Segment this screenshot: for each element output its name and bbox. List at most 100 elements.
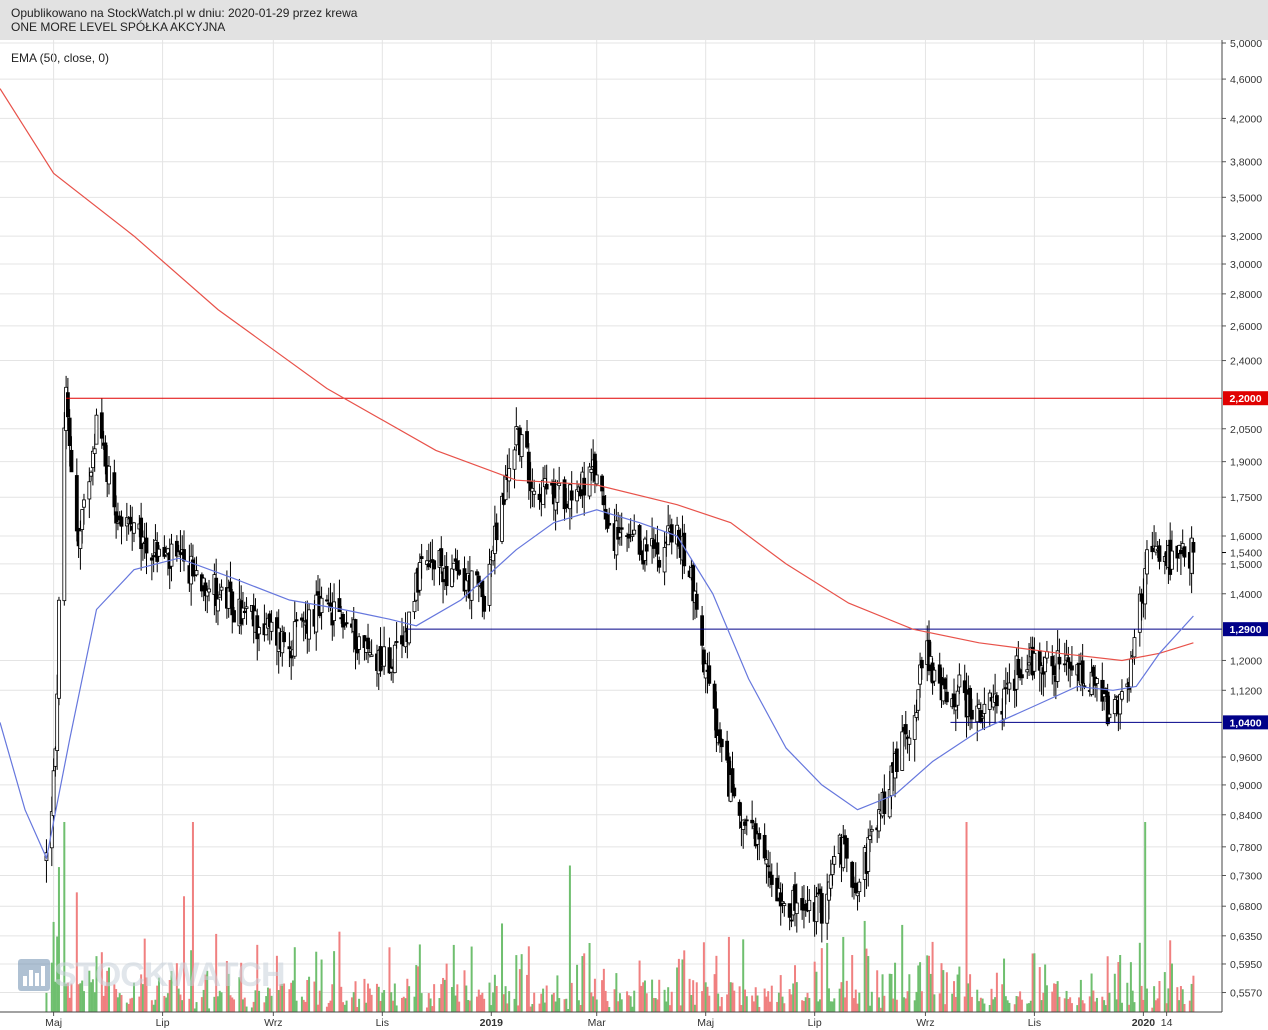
volume-bar [258, 990, 261, 1012]
volume-bar [350, 997, 353, 1012]
volume-bar [665, 1001, 668, 1012]
volume-bar [790, 994, 793, 1012]
volume-bar [844, 997, 847, 1012]
level-badge-label: 2,2000 [1229, 393, 1261, 405]
volume-bar [1094, 1001, 1097, 1012]
volume-bar [1113, 973, 1116, 1012]
volume-bar [88, 970, 91, 1012]
volume-bar [245, 1006, 248, 1012]
volume-bar [776, 1001, 779, 1012]
volume-bar [1151, 1007, 1154, 1012]
volume-bar [770, 985, 773, 1012]
volume-bar [743, 989, 746, 1012]
candle-body [357, 636, 361, 650]
volume-bar [715, 955, 718, 1012]
candle-body [487, 563, 492, 606]
volume-bar [892, 998, 895, 1012]
y-tick-label: 1,4000 [1230, 589, 1262, 601]
volume-bar [429, 998, 432, 1012]
volume-bar [827, 988, 830, 1012]
candle-body [743, 821, 747, 826]
candle-body [818, 888, 822, 894]
chart-header [0, 0, 1268, 40]
volume-bar [765, 996, 768, 1012]
level-badge [1223, 715, 1268, 730]
x-tick-label: Lis [376, 1017, 389, 1029]
volume-bars [45, 822, 1195, 1012]
candle-body [450, 568, 454, 587]
candle-body [582, 477, 587, 496]
y-tick-label: 2,4000 [1230, 356, 1262, 368]
volume-bar [318, 990, 321, 1012]
volume-bar [888, 973, 891, 1012]
y-tick-label: 0,8400 [1230, 810, 1262, 822]
volume-bar [263, 1002, 266, 1012]
volume-bar [652, 997, 655, 1012]
volume-bar [365, 1002, 368, 1012]
volume-bar [265, 996, 268, 1012]
volume-bar [933, 994, 936, 1012]
candle-body [757, 833, 762, 840]
candle-body [292, 621, 297, 657]
volume-bar [215, 933, 218, 1012]
volume-bar [358, 998, 361, 1012]
volume-bar [138, 996, 141, 1012]
volume-bar [558, 998, 561, 1012]
candle-body [480, 580, 485, 598]
candle-body [244, 606, 249, 609]
candle-body [132, 522, 136, 534]
candle-body [382, 646, 387, 667]
volume-bar [615, 973, 618, 1012]
candle-body [853, 882, 858, 894]
candle-body [1157, 545, 1162, 562]
candle-body [737, 801, 742, 816]
volume-bar [238, 977, 241, 1012]
candle-body [1045, 651, 1049, 659]
volume-bar [695, 982, 698, 1012]
volume-bar [752, 1001, 755, 1012]
volume-bar [988, 1005, 991, 1012]
candle-body [769, 874, 774, 885]
candle-body [1002, 688, 1006, 720]
ema-lines [0, 88, 1194, 861]
x-tick-label: 2019 [480, 1017, 504, 1029]
volume-bar [268, 988, 271, 1012]
volume-bar [983, 1003, 986, 1012]
volume-bar [195, 1002, 198, 1012]
candle-body [1055, 650, 1060, 682]
candle-body [1107, 713, 1112, 719]
candle-body [439, 548, 444, 567]
candle-body [1128, 658, 1133, 688]
volume-bar [806, 992, 809, 1012]
candle-body [69, 449, 74, 473]
volume-bar [992, 999, 995, 1012]
volume-bar [438, 998, 441, 1012]
volume-bar [515, 955, 518, 1012]
candle-body [712, 683, 717, 709]
y-tick-label: 3,8000 [1230, 157, 1262, 169]
y-tick-label: 1,1200 [1230, 685, 1262, 697]
volume-bar [456, 984, 459, 1012]
volume-bar [842, 936, 845, 1012]
volume-bar [817, 1001, 820, 1012]
volume-bar [702, 942, 705, 1012]
candle-body [1020, 674, 1024, 679]
volume-bar [781, 996, 784, 1012]
volume-bar [433, 984, 436, 1012]
volume-bar [193, 1008, 196, 1012]
candle-body [282, 632, 286, 643]
volume-bar [65, 983, 68, 1012]
volume-bar [670, 991, 673, 1012]
candle-body [503, 476, 508, 501]
x-tick-label: Lip [808, 1017, 822, 1029]
candle-body [451, 562, 456, 570]
candle-body [94, 414, 99, 445]
candle-body [694, 593, 699, 610]
candle-body [55, 693, 60, 751]
volume-bar [567, 1008, 570, 1012]
volume-bar [645, 993, 648, 1012]
volume-bar [250, 1007, 253, 1012]
volume-bar [454, 995, 457, 1012]
y-tick-label: 1,7500 [1230, 492, 1262, 504]
volume-bar [1069, 997, 1072, 1012]
